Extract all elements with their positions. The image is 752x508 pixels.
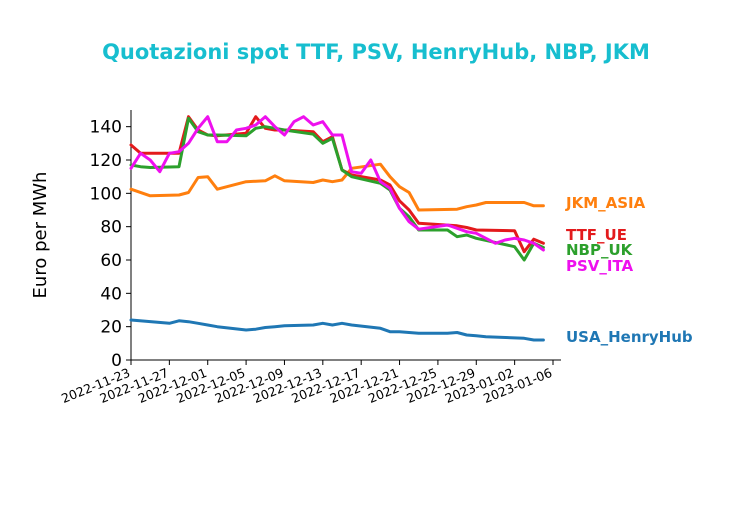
y-tick-label: 120 — [90, 151, 122, 171]
y-tick-label: 60 — [100, 251, 122, 271]
y-tick-label: 140 — [90, 118, 122, 138]
series-label-ttf-ue: TTF_UE — [566, 226, 627, 244]
series-line-nbp-uk — [129, 116, 545, 262]
chart-title: Quotazioni spot TTF, PSV, HenryHub, NBP,… — [102, 40, 650, 64]
series-line-psv-ita — [129, 115, 545, 252]
y-tick-label: 20 — [100, 318, 122, 338]
series-line-jkm-asia — [129, 162, 545, 212]
y-tick-label: 100 — [90, 184, 122, 204]
series-label-nbp-uk: NBP_UK — [566, 241, 634, 259]
y-tick-label: 40 — [100, 284, 122, 304]
series-label-jkm-asia: JKM_ASIA — [565, 194, 646, 212]
series-line-usa-henryhub — [129, 318, 545, 342]
y-axis-label: Euro per MWh — [30, 172, 51, 299]
series-label-psv-ita: PSV_ITA — [566, 257, 634, 275]
series-label-usa-henryhub: USA_HenryHub — [566, 328, 693, 346]
plot-area: 0204060801001201402022-11-232022-11-2720… — [59, 110, 693, 406]
y-tick-label: 0 — [111, 351, 122, 371]
y-tick-label: 80 — [100, 218, 122, 238]
